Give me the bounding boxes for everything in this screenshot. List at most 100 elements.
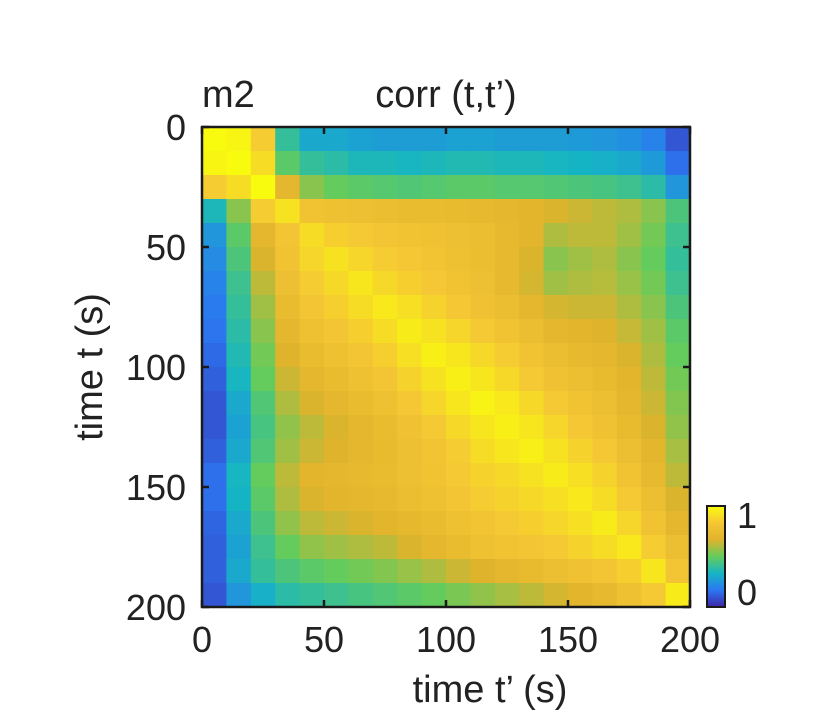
heatmap-cell [226, 175, 252, 200]
heatmap-cell [494, 151, 520, 176]
heatmap-cell [470, 535, 496, 560]
heatmap-cell [568, 535, 593, 560]
heatmap-cell [372, 511, 398, 536]
heatmap-cell [665, 415, 690, 440]
heatmap-cell [275, 319, 301, 344]
heatmap-cell [275, 199, 301, 224]
heatmap-cell [616, 487, 642, 512]
heatmap-cell [421, 199, 447, 224]
heatmap-cell [421, 487, 447, 512]
heatmap-cell [299, 511, 325, 536]
heatmap-cell [641, 295, 667, 320]
heatmap-cell [568, 175, 593, 200]
heatmap-cell [275, 583, 301, 607]
heatmap-cell [446, 247, 471, 272]
heatmap-cell [494, 247, 520, 272]
heatmap-cell [226, 295, 252, 320]
heatmap-cell [543, 151, 569, 176]
heatmap-cell [494, 175, 520, 200]
heatmap-cell [494, 343, 520, 368]
heatmap-cell [616, 319, 642, 344]
heatmap-cell [324, 175, 349, 200]
heatmap-cell [299, 415, 325, 440]
heatmap-cell [324, 295, 349, 320]
heatmap-cell [665, 295, 690, 320]
y-axis-label: time t (s) [69, 293, 111, 441]
heatmap-cell [275, 367, 301, 392]
heatmap-cell [470, 439, 496, 464]
heatmap-cell [519, 319, 545, 344]
heatmap-cell [641, 439, 667, 464]
heatmap-cell [202, 175, 227, 200]
heatmap-cell [592, 535, 618, 560]
y-tick-label: 0 [166, 107, 186, 148]
x-axis-label: time t’ (s) [413, 669, 568, 711]
heatmap-cell [372, 319, 398, 344]
heatmap-cell [250, 271, 276, 296]
heatmap-cell [421, 535, 447, 560]
x-tick-label: 200 [660, 619, 720, 660]
heatmap-cell [202, 247, 227, 272]
heatmap-cell [543, 415, 569, 440]
heatmap-cell [665, 319, 690, 344]
heatmap-cell [446, 151, 471, 176]
heatmap-cell [299, 223, 325, 248]
heatmap-cell [665, 511, 690, 536]
heatmap-cell [250, 223, 276, 248]
heatmap-cell [250, 295, 276, 320]
heatmap-cell [226, 415, 252, 440]
heatmap-cell [397, 559, 423, 584]
heatmap-cell [641, 127, 667, 152]
heatmap-cell [348, 343, 374, 368]
heatmap-cell [568, 199, 593, 224]
heatmap-cell [226, 535, 252, 560]
heatmap-cell [421, 367, 447, 392]
heatmap-cell [519, 439, 545, 464]
heatmap-cell [494, 199, 520, 224]
heatmap-cell [324, 535, 349, 560]
heatmap-cell [519, 295, 545, 320]
heatmap-cell [641, 199, 667, 224]
heatmap-cell [543, 559, 569, 584]
heatmap-cell [519, 247, 545, 272]
heatmap-cell [299, 559, 325, 584]
heatmap-cell [421, 127, 447, 152]
heatmap-cell [275, 127, 301, 152]
heatmap-cell [641, 535, 667, 560]
heatmap-cell [446, 391, 471, 416]
heatmap-cell [568, 463, 593, 488]
x-tick-label: 50 [304, 619, 344, 660]
heatmap-cell [665, 127, 690, 152]
x-tick-label: 0 [192, 619, 212, 660]
panel-label: m2 [202, 74, 255, 116]
heatmap-cell [568, 319, 593, 344]
heatmap-cell [372, 199, 398, 224]
heatmap-cell [470, 343, 496, 368]
heatmap-cell [226, 343, 252, 368]
heatmap-cell [226, 583, 252, 607]
heatmap-cell [299, 175, 325, 200]
heatmap-cell [202, 127, 227, 152]
heatmap-cell [446, 463, 471, 488]
heatmap-cell [202, 439, 227, 464]
heatmap-cell [372, 535, 398, 560]
heatmap-cell [324, 511, 349, 536]
heatmap-cell [592, 295, 618, 320]
heatmap-cell [519, 583, 545, 607]
heatmap-cell [592, 271, 618, 296]
heatmap-cell [275, 175, 301, 200]
heatmap-cell [665, 583, 690, 607]
heatmap-cell [641, 343, 667, 368]
heatmap-cell [421, 463, 447, 488]
heatmap-cell [641, 271, 667, 296]
heatmap-cell [397, 295, 423, 320]
heatmap-cell [372, 367, 398, 392]
heatmap-cell [348, 463, 374, 488]
heatmap-cell [616, 127, 642, 152]
heatmap-cell [202, 583, 227, 607]
heatmap-cell [616, 391, 642, 416]
heatmap-cell [592, 439, 618, 464]
heatmap-cell [372, 463, 398, 488]
heatmap-cell [324, 271, 349, 296]
